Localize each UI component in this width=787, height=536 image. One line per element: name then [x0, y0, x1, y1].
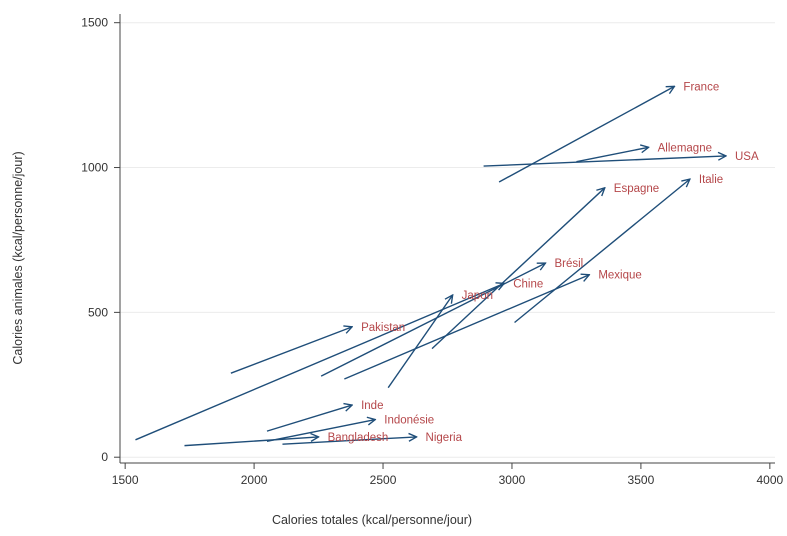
- label-italie: Italie: [699, 174, 723, 186]
- arrow-allemagne: [576, 147, 648, 163]
- label-bangladesh: Bangladesh: [328, 432, 389, 444]
- arrow-italie: [514, 179, 690, 324]
- x-tick-label: 3000: [499, 473, 526, 487]
- arrow-inde: [266, 405, 352, 432]
- arrow-france: [498, 86, 674, 183]
- arrow-pakistan: [230, 327, 352, 374]
- country-labels: France USA Allemagne Italie Espagne Brésil Mex…: [328, 81, 759, 444]
- label-japon: Japon: [462, 290, 493, 302]
- label-allemagne: Allemagne: [658, 142, 712, 154]
- y-tick-label: 1500: [81, 16, 108, 30]
- tick-labels: 0 500 1000 1500 1500 2000 2500 3000 3500 4000: [81, 16, 783, 487]
- x-tick-label: 2500: [370, 473, 397, 487]
- arrow-mexique: [344, 275, 589, 380]
- label-espagne: Espagne: [614, 183, 659, 195]
- label-nigeria: Nigeria: [426, 432, 463, 444]
- y-tick-label: 0: [101, 450, 108, 464]
- axes: [119, 14, 775, 464]
- label-indonesie: Indonésie: [384, 415, 434, 427]
- label-usa: USA: [735, 151, 759, 163]
- arrow-usa: [483, 156, 726, 167]
- gridlines: [120, 22, 775, 458]
- label-france: France: [683, 81, 719, 93]
- label-pakistan: Pakistan: [361, 322, 405, 334]
- x-tick-label: 3500: [628, 473, 655, 487]
- y-tick-label: 1000: [81, 161, 108, 175]
- label-chine: Chine: [513, 278, 543, 290]
- x-tick-label: 2000: [241, 473, 268, 487]
- label-bresil: Brésil: [554, 258, 583, 270]
- arrow-chine: [135, 283, 504, 441]
- arrow-indonesie: [266, 420, 375, 442]
- x-tick-label: 1500: [112, 473, 139, 487]
- y-axis-title: Calories animales (kcal/personne/jour): [11, 151, 25, 364]
- x-tick-label: 4000: [756, 473, 783, 487]
- y-tick-label: 500: [88, 305, 108, 319]
- label-mexique: Mexique: [598, 270, 641, 282]
- arrow-nigeria: [282, 437, 416, 445]
- label-inde: Inde: [361, 400, 383, 412]
- arrow-espagne: [431, 188, 605, 350]
- arrow-bresil: [320, 263, 545, 377]
- x-axis-title: Calories totales (kcal/personne/jour): [272, 513, 472, 527]
- arrow-japon: [387, 295, 452, 389]
- arrows: [135, 86, 726, 447]
- arrow-bangladesh: [184, 437, 318, 447]
